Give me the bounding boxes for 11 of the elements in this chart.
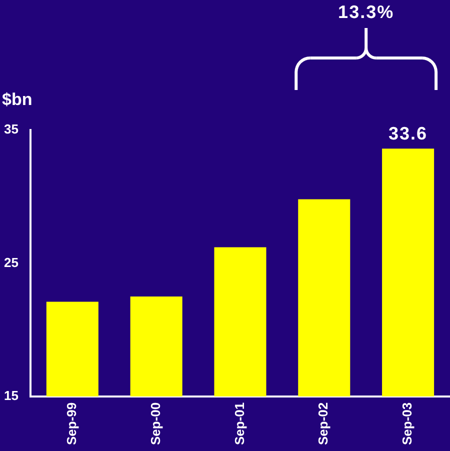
x-tick-label: Sep-03 — [400, 402, 415, 446]
x-tick-label: Sep-02 — [316, 402, 331, 446]
y-axis-title: $bn — [2, 90, 32, 110]
y-tick-label: 15 — [4, 388, 18, 403]
x-tick-label: Sep-99 — [64, 402, 79, 446]
data-label: 33.6 — [388, 124, 428, 144]
y-tick-label: 25 — [4, 254, 18, 270]
text: 13.3% — [338, 2, 394, 23]
y-tick-label: 35 — [4, 122, 18, 137]
x-tick-label: Sep-00 — [148, 402, 163, 446]
x-tick-label: Sep-01 — [232, 402, 247, 446]
